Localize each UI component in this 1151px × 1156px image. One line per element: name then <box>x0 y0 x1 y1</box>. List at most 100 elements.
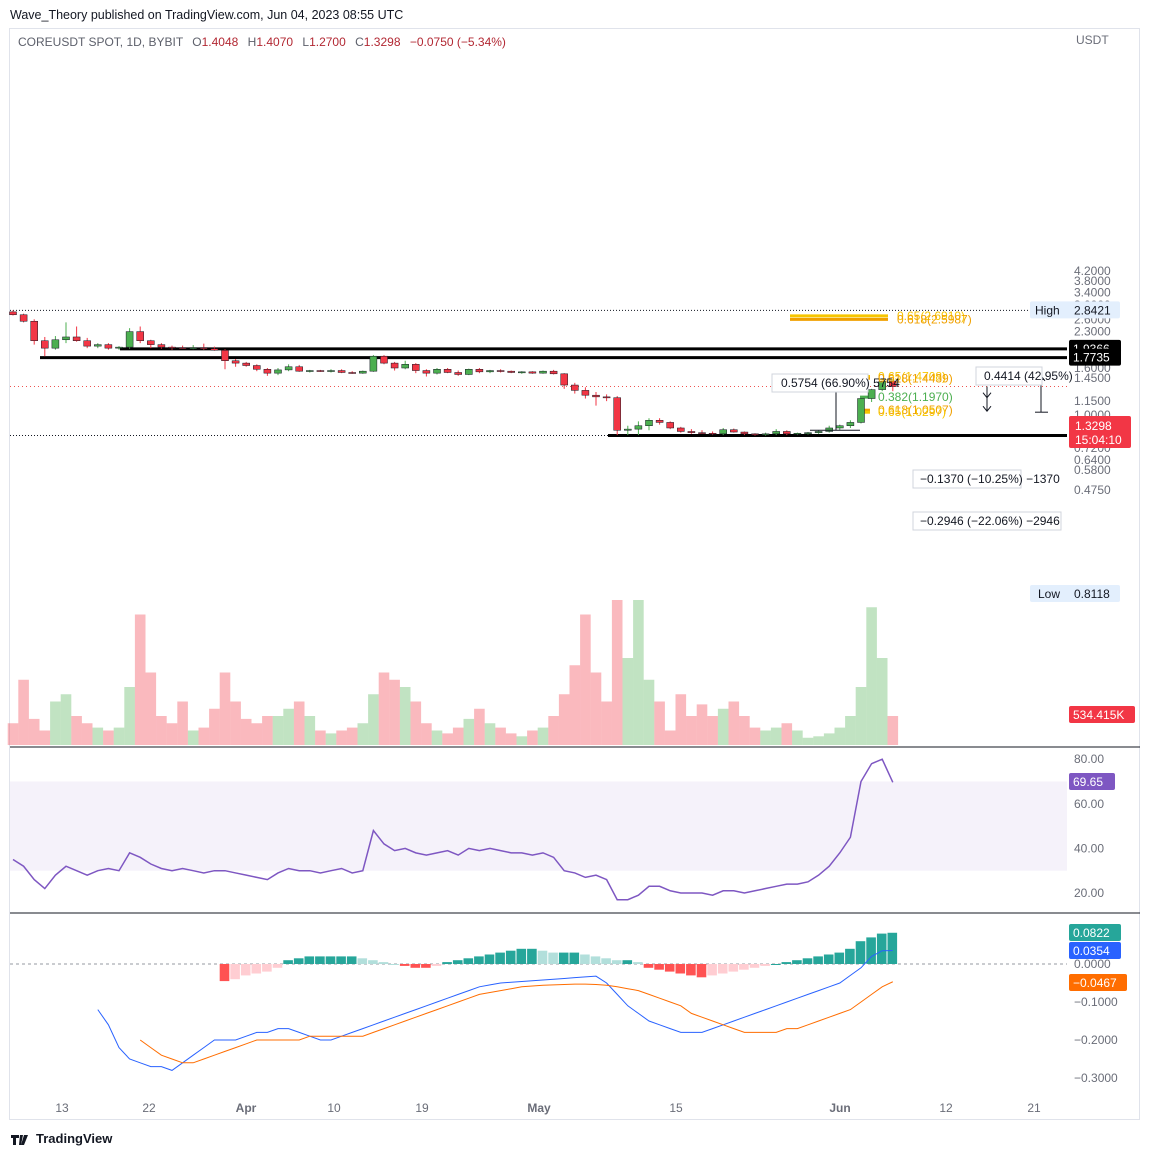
volume-bar <box>325 733 337 745</box>
macd-histogram-bar <box>792 960 802 964</box>
fib-label: 0.65(1.4708) <box>878 369 946 383</box>
macd-histogram-bar <box>527 948 537 964</box>
candle-body <box>390 362 399 369</box>
macd-histogram-bar <box>611 960 622 964</box>
macd-histogram-bar <box>770 964 781 965</box>
macd-histogram-bar <box>283 960 293 964</box>
macd-signal-tag-bg <box>1069 974 1127 991</box>
macd-tick-label: −0.3000 <box>1074 1071 1118 1085</box>
candle-body <box>412 364 420 371</box>
measure-label: −0.2946 (−22.06%) −2946 <box>920 514 1060 528</box>
volume-bar <box>463 718 475 745</box>
candle-body <box>168 346 176 349</box>
tradingview-logo-icon <box>11 1134 28 1145</box>
candle-body <box>200 347 208 349</box>
candle-body <box>94 344 102 347</box>
volume-bar <box>855 687 867 745</box>
price-tick-label: 0.5800 <box>1074 463 1111 477</box>
volume-bar <box>251 723 263 745</box>
high-tag-label: High <box>1035 303 1060 317</box>
macd-histogram-bar <box>696 964 707 978</box>
low-label: L <box>302 35 310 49</box>
price-tick-label: 3.8000 <box>1074 274 1111 288</box>
rsi-tag: 69.65 <box>1073 775 1103 789</box>
candle-body <box>761 433 770 436</box>
macd-histogram-bar <box>834 952 845 964</box>
volume-bar <box>876 658 888 745</box>
price-tick-label: 0.6400 <box>1074 453 1111 467</box>
volume-bar <box>399 687 411 745</box>
candle-body <box>125 331 134 348</box>
price-tick-label: 1.4500 <box>1074 371 1111 385</box>
tradingview-logo[interactable]: TradingView <box>10 1131 112 1146</box>
candle-body <box>454 372 462 375</box>
volume-bar <box>103 730 114 745</box>
candle-body <box>592 394 600 398</box>
measure-label: 0.4414 (42.95%) <box>984 369 1073 383</box>
volume-bar <box>219 672 231 745</box>
volume-bar <box>262 716 273 745</box>
macd-histogram-bar <box>781 962 792 964</box>
macd-histogram-bar <box>516 948 527 964</box>
macd-histogram-bar <box>272 964 283 968</box>
candle-body <box>634 425 643 430</box>
macd-line-tag-bg <box>1069 942 1121 959</box>
volume-bar <box>707 716 718 745</box>
macd-line-tag: 0.0354 <box>1073 944 1110 958</box>
volume-bar <box>834 727 846 745</box>
macd-histogram-bar <box>876 933 887 964</box>
candle-body <box>422 370 431 374</box>
open-label: O <box>192 35 202 49</box>
level-tag-bg <box>1069 348 1121 366</box>
fib-label: 0.618(1.4439) <box>878 371 953 385</box>
macd-histogram-bar <box>410 964 421 968</box>
date-tick-label: Apr <box>236 1101 257 1115</box>
annotations-layer: 0.65(2.6910)0.618(2.5987)0.65(1.4708)0.6… <box>771 309 1073 531</box>
price-tick-label: 3.4000 <box>1074 285 1111 299</box>
date-tick-label: 12 <box>939 1101 953 1115</box>
macd-histogram-bar <box>357 958 368 964</box>
volume-bar <box>304 716 316 745</box>
candle-body <box>443 369 452 373</box>
volume-bar <box>654 701 665 745</box>
candle-body <box>698 432 706 434</box>
macd-histogram-bar <box>304 956 315 964</box>
symbol-name[interactable]: COREUSDT SPOT, 1D, BYBIT <box>18 35 183 49</box>
volume-bar <box>495 727 506 745</box>
volume-bar <box>728 701 740 745</box>
candle-body <box>687 431 696 433</box>
rsi-tick-label: 80.00 <box>1074 752 1104 766</box>
volume-bar <box>378 672 390 745</box>
volume-bar <box>675 694 687 745</box>
low-value: 1.2700 <box>309 35 346 49</box>
volume-bar <box>315 730 326 745</box>
rsi-band <box>10 781 1067 871</box>
chart-frame <box>9 28 1140 1120</box>
volume-bar <box>580 614 591 745</box>
candle-body <box>348 372 356 374</box>
candle-body <box>793 432 802 435</box>
volume-bar <box>739 716 750 745</box>
macd-histogram-bar <box>293 958 304 964</box>
macd-histogram-bar <box>675 964 686 974</box>
volume-bar <box>187 730 199 745</box>
volume-bar <box>431 730 443 745</box>
volume-bar <box>781 723 793 745</box>
candles-layer <box>9 310 897 436</box>
candle-body <box>136 331 144 341</box>
date-tick-label: 21 <box>1027 1101 1041 1115</box>
macd-histogram-bar <box>368 960 378 964</box>
fib-label: 0.65(1.0297) <box>878 405 946 419</box>
macd-histogram-bar <box>866 937 876 964</box>
macd-histogram-bar <box>315 956 325 964</box>
candle-body <box>571 384 579 391</box>
volume-tag-bg <box>1069 706 1135 723</box>
macd-histogram-bar <box>474 956 484 964</box>
macd-histogram-bar <box>495 952 505 964</box>
macd-histogram-bar <box>802 958 813 964</box>
macd-histogram-bar <box>421 964 431 968</box>
candle-body <box>475 369 484 373</box>
volume-bar <box>283 708 294 745</box>
candle-body <box>486 370 494 373</box>
